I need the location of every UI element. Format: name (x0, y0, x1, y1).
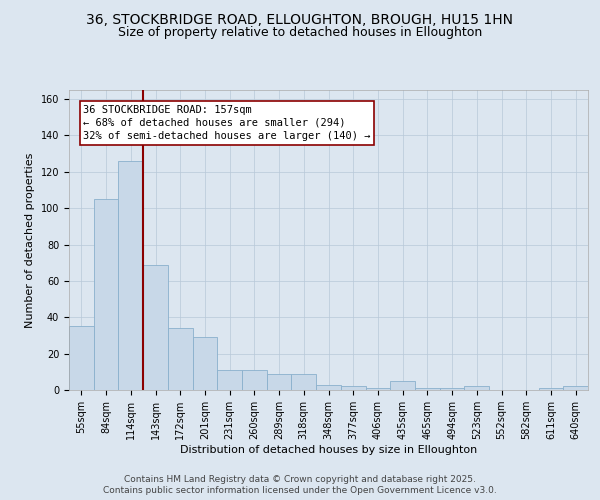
Bar (440, 388, 464, 390)
Bar (464, 386, 489, 390)
Bar (69, 326, 94, 390)
Text: Contains HM Land Registry data © Crown copyright and database right 2025.: Contains HM Land Registry data © Crown c… (124, 475, 476, 484)
Bar (217, 370, 242, 390)
Bar (539, 388, 563, 390)
Y-axis label: Number of detached properties: Number of detached properties (25, 152, 35, 328)
Bar (341, 386, 365, 390)
Bar (390, 381, 415, 390)
Bar (563, 386, 588, 390)
Bar (365, 388, 390, 390)
Bar (94, 199, 118, 390)
Bar (118, 161, 143, 390)
Bar (292, 374, 316, 390)
Text: 36 STOCKBRIDGE ROAD: 157sqm
← 68% of detached houses are smaller (294)
32% of se: 36 STOCKBRIDGE ROAD: 157sqm ← 68% of det… (83, 104, 371, 141)
Text: Contains public sector information licensed under the Open Government Licence v3: Contains public sector information licen… (103, 486, 497, 495)
Bar (242, 370, 267, 390)
Bar (316, 384, 341, 390)
Bar (267, 374, 292, 390)
X-axis label: Distribution of detached houses by size in Elloughton: Distribution of detached houses by size … (180, 445, 477, 455)
Bar (415, 388, 440, 390)
Text: Size of property relative to detached houses in Elloughton: Size of property relative to detached ho… (118, 26, 482, 39)
Text: 36, STOCKBRIDGE ROAD, ELLOUGHTON, BROUGH, HU15 1HN: 36, STOCKBRIDGE ROAD, ELLOUGHTON, BROUGH… (86, 12, 514, 26)
Bar (168, 328, 193, 390)
Bar (143, 264, 168, 390)
Bar (193, 338, 217, 390)
